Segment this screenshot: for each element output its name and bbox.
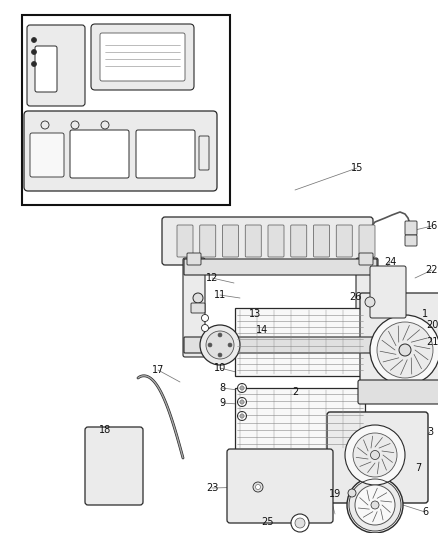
FancyBboxPatch shape (245, 225, 261, 257)
Circle shape (240, 414, 244, 418)
FancyBboxPatch shape (268, 225, 284, 257)
FancyBboxPatch shape (30, 133, 64, 177)
Circle shape (193, 293, 203, 303)
Circle shape (295, 518, 305, 528)
Text: 3: 3 (427, 427, 433, 437)
Circle shape (32, 37, 36, 43)
FancyBboxPatch shape (200, 225, 216, 257)
Circle shape (345, 425, 405, 485)
FancyBboxPatch shape (327, 412, 428, 503)
Text: 23: 23 (206, 483, 218, 493)
Circle shape (240, 400, 244, 404)
Circle shape (71, 121, 79, 129)
Text: 25: 25 (262, 517, 274, 527)
FancyBboxPatch shape (27, 25, 85, 106)
Circle shape (206, 331, 234, 359)
Circle shape (377, 322, 433, 378)
Circle shape (240, 386, 244, 390)
FancyBboxPatch shape (177, 225, 193, 257)
Circle shape (201, 325, 208, 332)
FancyBboxPatch shape (336, 225, 352, 257)
Circle shape (200, 325, 240, 365)
Text: 18: 18 (99, 425, 111, 435)
FancyBboxPatch shape (191, 303, 205, 313)
FancyBboxPatch shape (235, 308, 365, 376)
Circle shape (291, 514, 309, 532)
FancyBboxPatch shape (162, 217, 373, 265)
Circle shape (208, 343, 212, 347)
Circle shape (355, 485, 395, 525)
FancyBboxPatch shape (24, 111, 217, 191)
FancyBboxPatch shape (405, 221, 417, 235)
FancyBboxPatch shape (370, 266, 406, 318)
Text: 12: 12 (206, 273, 218, 283)
Circle shape (353, 433, 397, 477)
FancyBboxPatch shape (183, 258, 205, 357)
Circle shape (365, 297, 375, 307)
FancyBboxPatch shape (291, 225, 307, 257)
Circle shape (370, 315, 438, 385)
Circle shape (32, 50, 36, 54)
FancyBboxPatch shape (22, 15, 230, 205)
FancyBboxPatch shape (85, 427, 143, 505)
Text: 22: 22 (426, 265, 438, 275)
Text: 16: 16 (426, 221, 438, 231)
Text: 21: 21 (426, 337, 438, 347)
Circle shape (347, 477, 403, 533)
Circle shape (237, 384, 247, 392)
FancyBboxPatch shape (100, 33, 185, 81)
FancyBboxPatch shape (187, 253, 201, 265)
FancyBboxPatch shape (227, 449, 333, 523)
Text: 20: 20 (426, 320, 438, 330)
Text: 6: 6 (422, 507, 428, 517)
Text: 13: 13 (249, 309, 261, 319)
Circle shape (218, 353, 222, 357)
Circle shape (101, 121, 109, 129)
Circle shape (253, 482, 263, 492)
FancyBboxPatch shape (359, 253, 373, 265)
Circle shape (371, 450, 379, 459)
FancyBboxPatch shape (184, 259, 377, 275)
Circle shape (348, 489, 356, 497)
Text: 10: 10 (214, 363, 226, 373)
Circle shape (237, 398, 247, 407)
Circle shape (255, 484, 261, 489)
Text: 26: 26 (349, 292, 361, 302)
FancyBboxPatch shape (91, 24, 194, 90)
Circle shape (228, 343, 232, 347)
Text: 2: 2 (292, 387, 298, 397)
FancyBboxPatch shape (235, 388, 365, 450)
FancyBboxPatch shape (136, 130, 195, 178)
Text: 11: 11 (214, 290, 226, 300)
FancyBboxPatch shape (35, 46, 57, 92)
Circle shape (201, 314, 208, 321)
Circle shape (32, 61, 36, 67)
FancyBboxPatch shape (356, 258, 378, 357)
Circle shape (371, 501, 379, 509)
FancyBboxPatch shape (199, 136, 209, 170)
FancyBboxPatch shape (314, 225, 329, 257)
Text: 8: 8 (219, 383, 225, 393)
FancyBboxPatch shape (223, 225, 239, 257)
Circle shape (41, 121, 49, 129)
Text: 24: 24 (384, 257, 396, 267)
Text: 14: 14 (256, 325, 268, 335)
Text: 9: 9 (219, 398, 225, 408)
Text: 19: 19 (329, 489, 341, 499)
FancyBboxPatch shape (405, 235, 417, 246)
Circle shape (218, 333, 222, 337)
FancyBboxPatch shape (184, 337, 377, 353)
Text: 15: 15 (351, 163, 363, 173)
Text: 17: 17 (152, 365, 164, 375)
FancyBboxPatch shape (359, 225, 375, 257)
FancyBboxPatch shape (360, 293, 438, 387)
Text: 7: 7 (415, 463, 421, 473)
FancyBboxPatch shape (358, 380, 438, 404)
FancyBboxPatch shape (70, 130, 129, 178)
Text: 1: 1 (422, 309, 428, 319)
Circle shape (399, 344, 411, 356)
Circle shape (237, 411, 247, 421)
